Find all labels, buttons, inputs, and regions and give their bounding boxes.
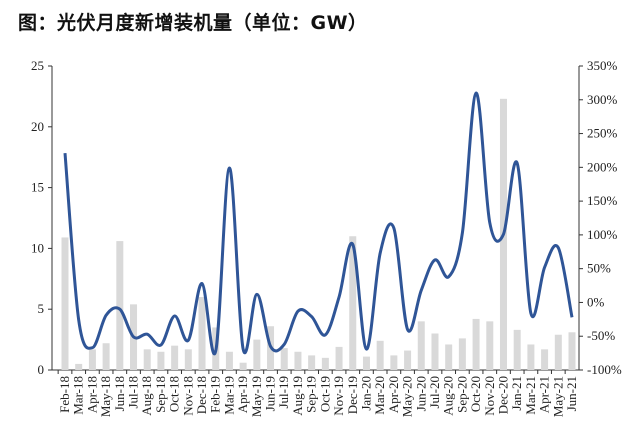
x-tick-label: Sep-20 <box>454 376 469 413</box>
bar <box>445 344 453 370</box>
right-tick-label: 350% <box>587 58 618 73</box>
x-tick-label: Dec-19 <box>345 376 360 414</box>
x-tick-label: Apr-21 <box>537 376 552 413</box>
bar <box>321 357 329 370</box>
bar <box>253 339 261 370</box>
chart-title: 图：光伏月度新增装机量（单位：GW） <box>18 12 368 34</box>
left-tick-label: 0 <box>38 362 45 377</box>
bar <box>376 340 384 370</box>
right-tick-label: 200% <box>587 159 618 174</box>
x-tick-label: Mar-19 <box>221 376 236 415</box>
x-tick-label: Nov-18 <box>180 376 195 416</box>
bar <box>486 321 494 370</box>
bar <box>554 334 562 370</box>
x-tick-label: Jan-21 <box>509 376 524 411</box>
x-tick-label: Mar-21 <box>523 376 538 415</box>
bar <box>472 318 480 370</box>
x-tick-label: Sep-19 <box>304 376 319 413</box>
bar <box>198 297 206 370</box>
bar <box>280 348 288 370</box>
bar <box>527 344 535 370</box>
x-tick-label: Oct-18 <box>167 376 182 412</box>
x-tick-label: May-19 <box>249 376 264 417</box>
bar <box>225 351 233 370</box>
left-tick-label: 5 <box>38 301 45 316</box>
left-tick-label: 10 <box>31 240 44 255</box>
bar <box>102 343 110 370</box>
x-tick-label: Aug-19 <box>290 376 305 416</box>
bar <box>143 349 151 370</box>
right-tick-label: 300% <box>587 92 618 107</box>
right-tick-label: 150% <box>587 193 618 208</box>
x-tick-label: Jun-18 <box>112 376 127 411</box>
x-tick-label: Dec-18 <box>194 376 209 414</box>
bar <box>308 355 316 370</box>
left-tick-label: 20 <box>31 119 44 134</box>
x-tick-label: Jul-20 <box>427 376 442 409</box>
bar <box>335 346 343 370</box>
right-tick-label: 50% <box>587 261 611 276</box>
x-tick-label: Jun-21 <box>564 376 579 411</box>
bar <box>513 329 521 370</box>
x-tick-label: Aug-20 <box>441 376 456 416</box>
x-tick-label: Apr-19 <box>235 376 250 413</box>
right-tick-label: 0% <box>587 294 605 309</box>
bar <box>184 349 192 370</box>
x-tick-label: May-20 <box>400 376 415 417</box>
x-tick-label: Mar-18 <box>71 376 86 415</box>
bar <box>61 237 69 370</box>
right-tick-label: 250% <box>587 126 618 141</box>
x-tick-label: Oct-19 <box>317 376 332 412</box>
bar <box>75 363 83 370</box>
x-tick-label: Jul-19 <box>276 376 291 409</box>
x-tick-label: Apr-18 <box>84 376 99 413</box>
x-tick-label: Oct-20 <box>468 376 483 412</box>
left-tick-label: 25 <box>31 58 44 73</box>
bar <box>458 338 466 370</box>
left-tick-label: 15 <box>31 180 44 195</box>
bar <box>568 332 576 370</box>
bar <box>349 236 357 370</box>
x-tick-label: May-18 <box>98 376 113 417</box>
bar <box>431 333 439 370</box>
x-tick-label: Sep-18 <box>153 376 168 413</box>
x-tick-label: Jun-19 <box>263 376 278 411</box>
bar <box>417 321 425 370</box>
x-tick-label: Feb-19 <box>208 376 223 413</box>
x-tick-label: Dec-20 <box>495 376 510 414</box>
x-tick-label: Apr-20 <box>386 376 401 413</box>
bar <box>404 350 412 370</box>
bar <box>294 351 302 370</box>
right-tick-label: -100% <box>587 362 622 377</box>
x-tick-label: Aug-18 <box>139 376 154 416</box>
x-tick-label: Mar-20 <box>372 376 387 415</box>
bar <box>541 349 549 370</box>
x-tick-label: Nov-19 <box>331 376 346 416</box>
growth-line <box>63 91 574 356</box>
bar <box>157 351 165 370</box>
x-tick-label: Nov-20 <box>482 376 497 416</box>
x-tick-label: Jun-20 <box>413 376 428 411</box>
x-tick-label: Jul-18 <box>126 376 141 409</box>
bar <box>390 355 398 370</box>
x-tick-label: Jan-20 <box>358 376 373 411</box>
bar <box>88 349 96 370</box>
bar <box>171 345 179 370</box>
right-tick-label: -50% <box>587 328 615 343</box>
bar <box>362 356 370 370</box>
bar <box>239 362 247 370</box>
right-tick-label: 100% <box>587 227 618 242</box>
x-tick-label: Feb-18 <box>57 376 72 413</box>
bar <box>116 241 124 370</box>
x-tick-label: May-21 <box>550 376 565 417</box>
